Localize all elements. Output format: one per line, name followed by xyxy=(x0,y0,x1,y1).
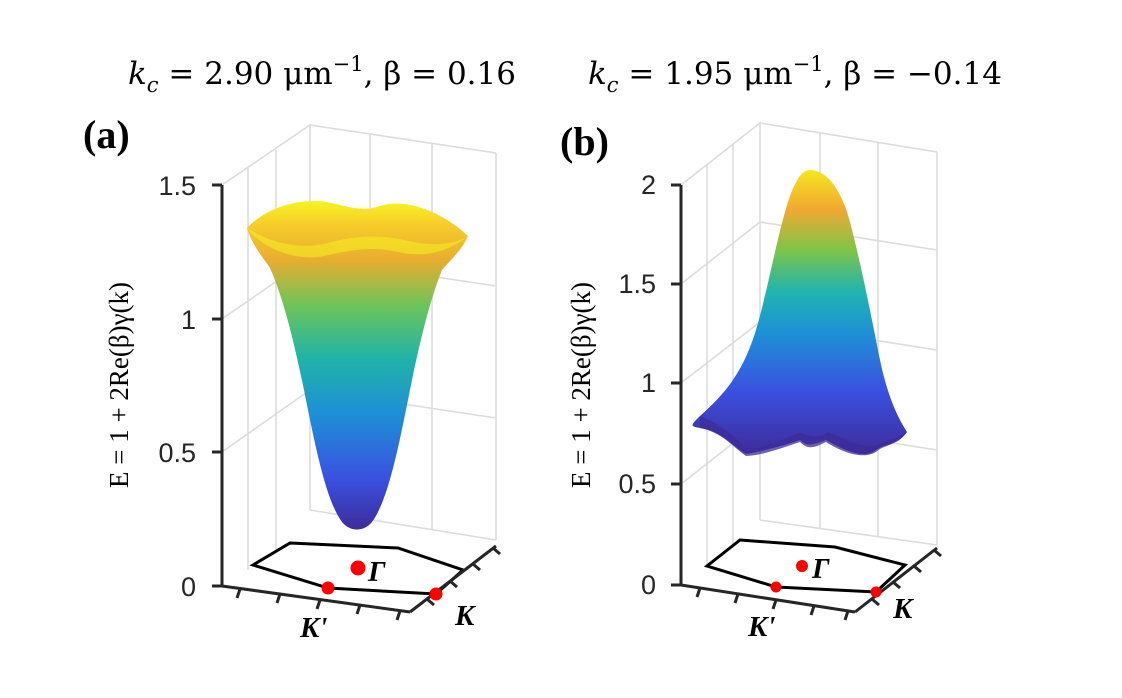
label-gamma-a: Γ xyxy=(367,556,386,588)
axes-b xyxy=(671,183,942,621)
ztick-label: 2 xyxy=(641,170,656,200)
title-b: kc = 1.95 μm−1, β = −0.14 xyxy=(588,52,1002,97)
point-k-a xyxy=(429,587,443,601)
point-kprime-b xyxy=(770,581,782,593)
label-k-b: K xyxy=(892,593,914,625)
zticks-a: 1.5 1 0.5 0 xyxy=(158,171,196,602)
ztick-label: 1.5 xyxy=(158,171,196,201)
ztick-label: 1.5 xyxy=(618,269,656,299)
zticks-b: 2 1.5 1 0.5 0 xyxy=(618,170,656,600)
title-a: kc = 2.90 μm−1, β = 0.16 xyxy=(128,52,516,97)
zlabel-b: E = 1 + 2Re(β)γ(k) xyxy=(566,282,596,488)
surface-b-front-rim xyxy=(700,416,907,456)
ztick-label: 1 xyxy=(641,368,656,398)
surface-b xyxy=(692,170,907,455)
panel-label-b: (b) xyxy=(560,119,609,164)
ztick-label: 0.5 xyxy=(618,469,656,499)
point-gamma-a xyxy=(350,560,366,576)
surface-a xyxy=(247,200,468,530)
zlabel-a: E = 1 + 2Re(β)γ(k) xyxy=(104,282,134,488)
label-k-a: K xyxy=(454,600,476,632)
axes-a xyxy=(212,183,501,621)
ztick-label: 0 xyxy=(641,570,656,600)
surface-a-front-rim xyxy=(247,228,468,258)
panel-a: 1.5 1 0.5 0 E = 1 + 2Re(β)γ(k) Γ K' K xyxy=(104,123,501,644)
panel-label-a: (a) xyxy=(83,112,130,157)
ztick-label: 1 xyxy=(181,305,196,335)
point-k-b xyxy=(870,586,882,598)
grid-b xyxy=(680,121,938,585)
panel-b: 2 1.5 1 0.5 0 E = 1 + 2Re(β)γ(k) Γ K' K xyxy=(566,121,942,643)
ztick-label: 0.5 xyxy=(158,438,196,468)
label-gamma-b: Γ xyxy=(811,553,830,585)
ztick-label: 0 xyxy=(181,572,196,602)
label-kprime-a: K' xyxy=(299,612,327,644)
point-gamma-b xyxy=(796,560,808,572)
label-kprime-b: K' xyxy=(747,611,775,643)
point-kprime-a xyxy=(321,581,335,595)
